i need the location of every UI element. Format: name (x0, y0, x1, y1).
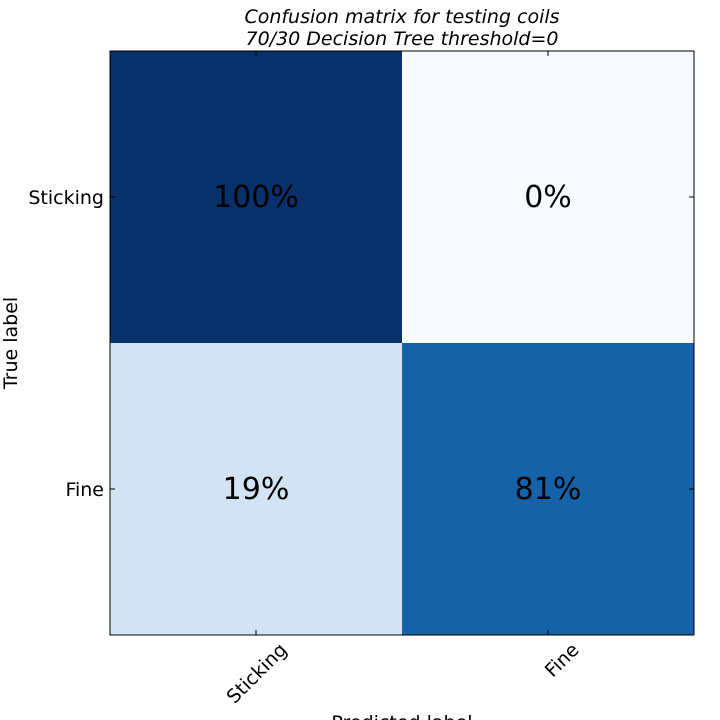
y-tick-label-1: Fine (65, 479, 104, 501)
cell-label-r0-c1: 0% (524, 180, 572, 215)
heatmap-cell-r0-c0 (110, 51, 402, 343)
heatmap-cell-r1-c0 (110, 343, 402, 635)
cell-labels-layer: 100% 0% 19% 81% (213, 180, 581, 507)
heatmap-cell-r1-c1 (402, 343, 694, 635)
heatmap-cell-r0-c1 (402, 51, 694, 343)
cell-label-r0-c0: 100% (213, 180, 299, 215)
cell-label-r1-c0: 19% (223, 472, 290, 507)
chart-title-line-2: 70/30 Decision Tree threshold=0 (245, 28, 559, 50)
y-axis-label: True label (0, 297, 22, 390)
cells-layer (110, 51, 694, 635)
x-tick-label-0: Sticking (223, 639, 292, 708)
plot-frame (109, 50, 695, 636)
chart-title-line-1: Confusion matrix for testing coils (244, 6, 560, 28)
y-tick-label-0: Sticking (28, 187, 104, 209)
cell-label-r1-c1: 81% (515, 472, 582, 507)
x-tick-label-1: Fine (541, 639, 584, 682)
x-axis-label: Predicted label (331, 712, 472, 720)
